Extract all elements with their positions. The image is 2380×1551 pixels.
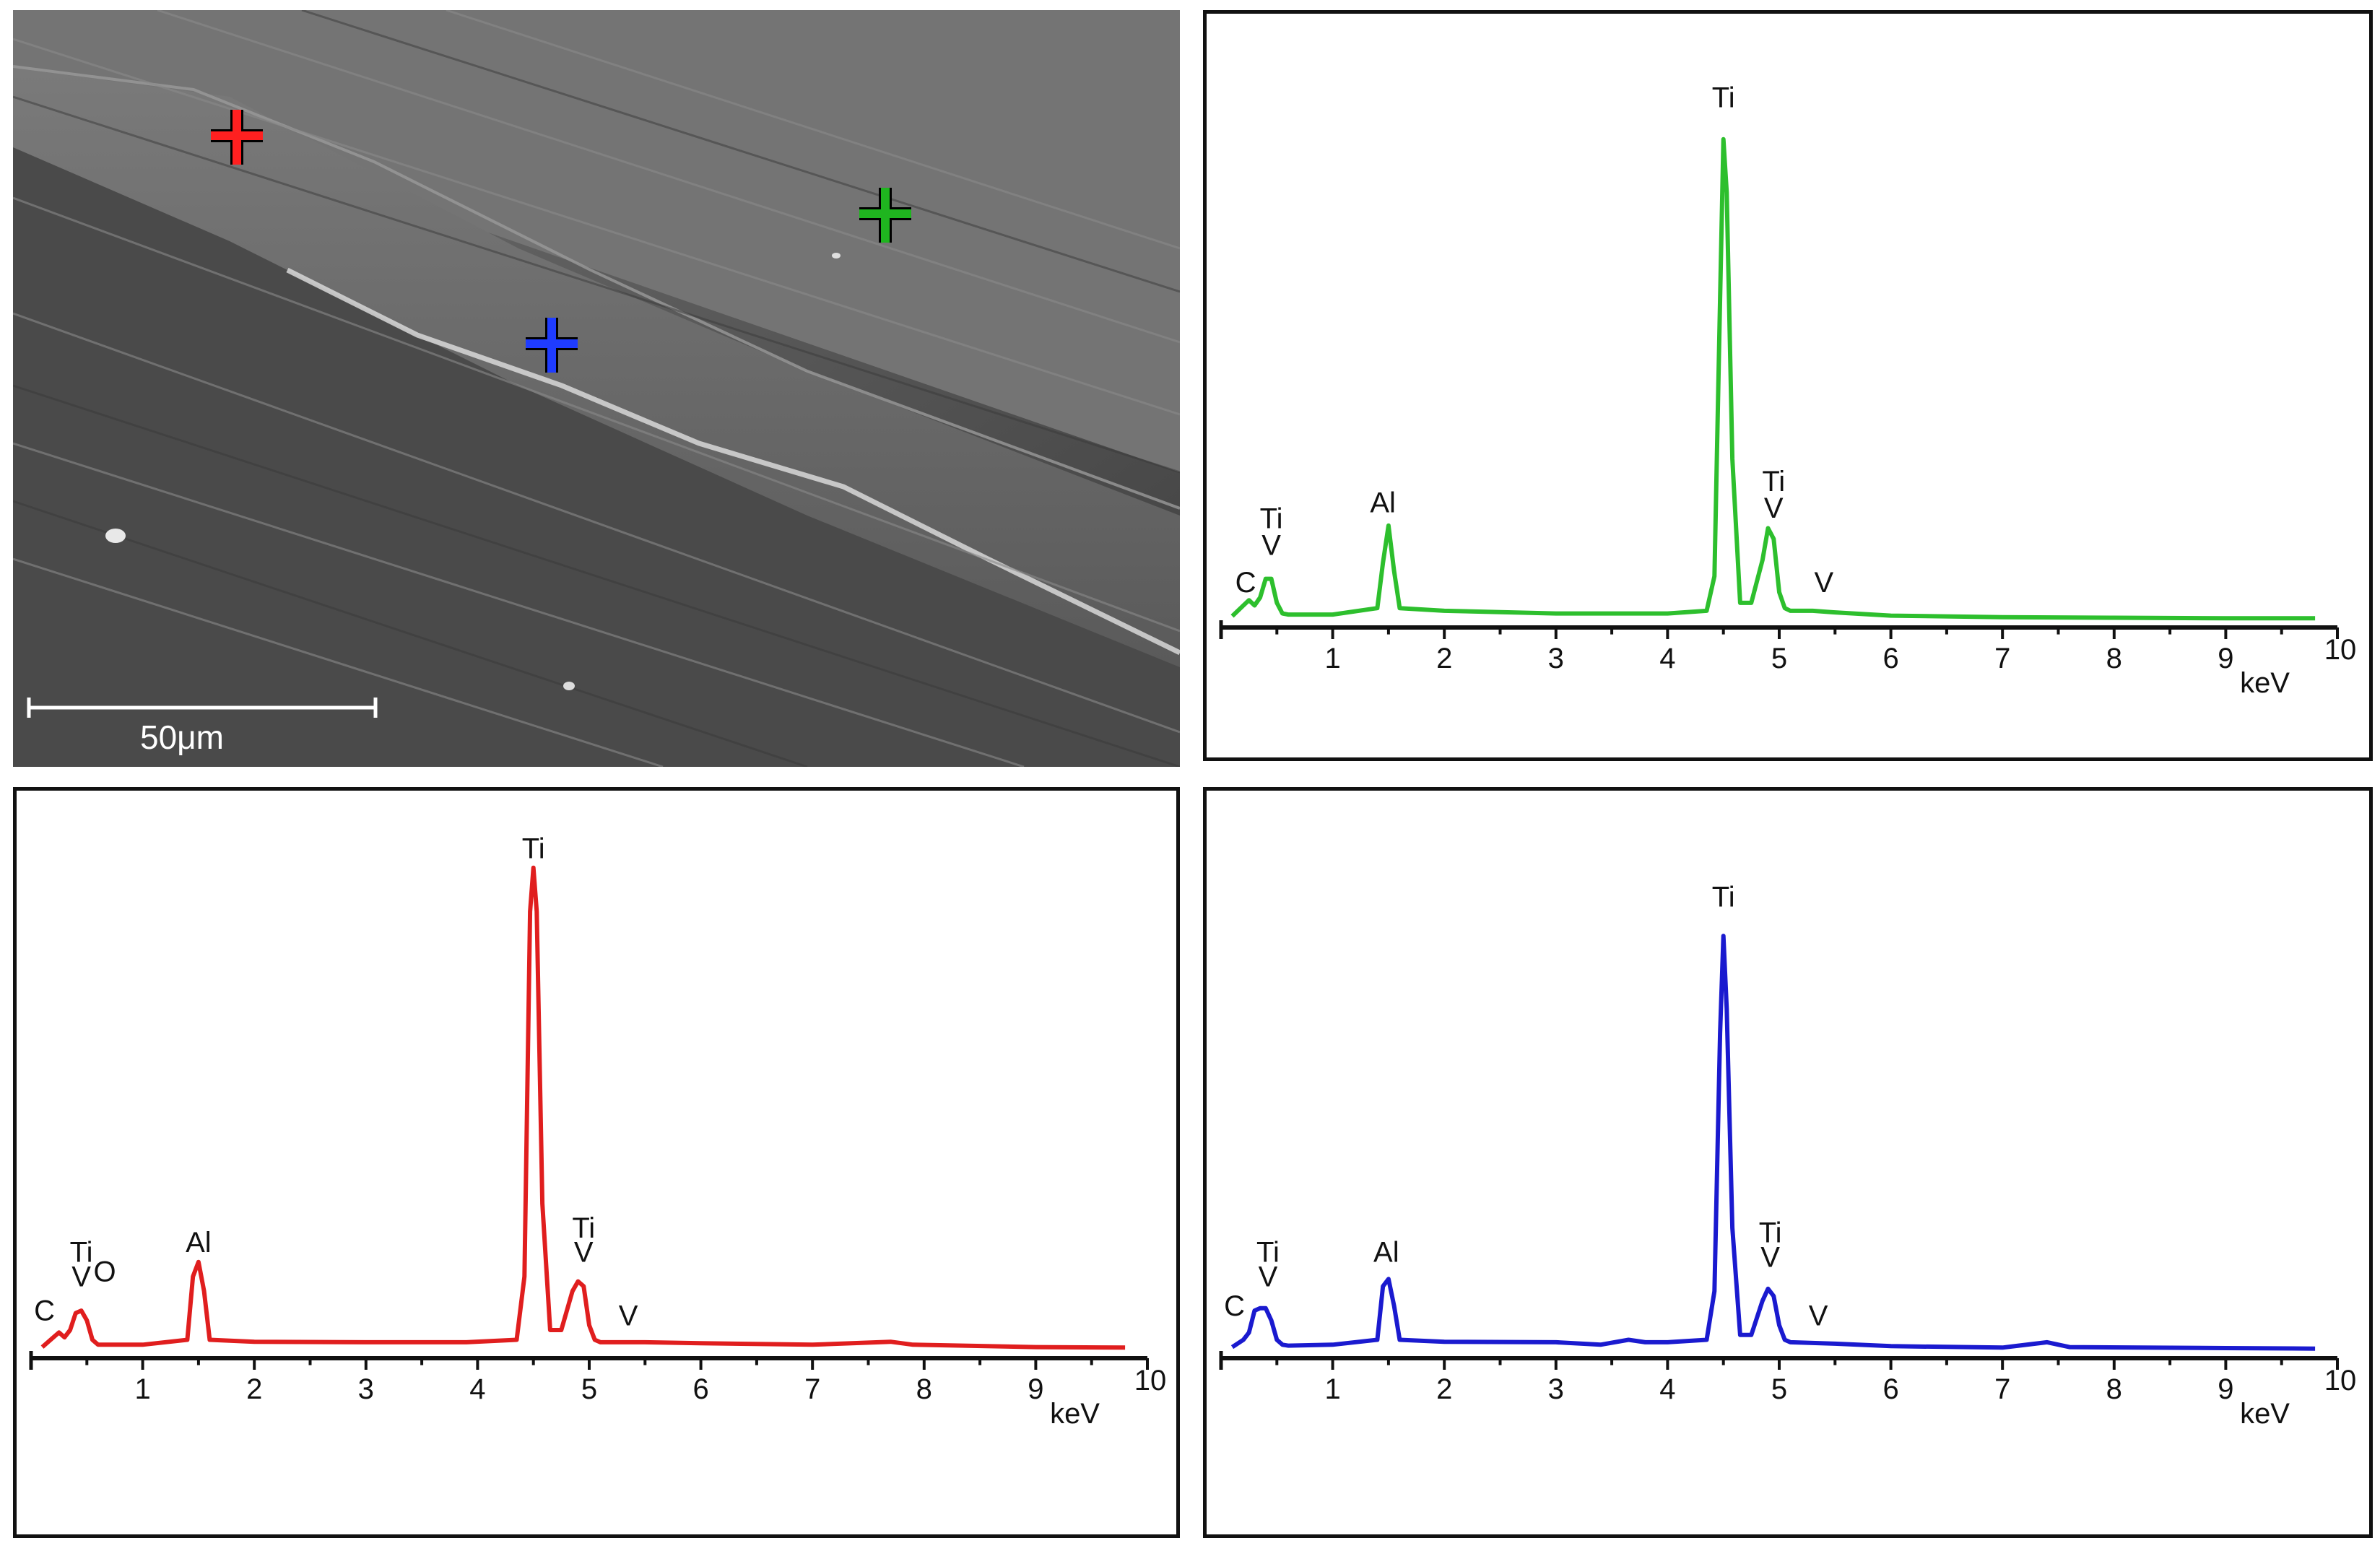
x-tick-label: 6: [692, 1373, 708, 1405]
marker-red-cross: [211, 110, 263, 165]
peak-label: Ti: [1712, 882, 1735, 913]
spectrum-line-red: [40, 865, 1126, 1350]
x-tick-label: 8: [2106, 643, 2122, 674]
peak-label: V: [1261, 529, 1281, 561]
x-tick-label: 6: [1882, 1373, 1898, 1405]
peak-label: Ti: [1256, 1237, 1280, 1269]
peak-label: Ti: [70, 1237, 93, 1269]
marker-green-cross: [859, 188, 911, 243]
sem-image: [13, 10, 1180, 767]
x-tick-label: 10: [1134, 1365, 1167, 1396]
x-tick-label: 7: [804, 1373, 820, 1405]
peak-label: Ti: [572, 1212, 595, 1244]
peak-label: Al: [186, 1227, 212, 1259]
x-tick-label: 1: [134, 1373, 150, 1405]
peak-label: V: [619, 1300, 638, 1331]
spectrum-line-blue: [1230, 934, 2316, 1351]
eds-spectrum-green: 1 2 3 4 5 6 7 8 9 10 keV C Ti V Al Ti Ti V V: [1203, 10, 2373, 761]
x-tick-label: 10: [2324, 1365, 2357, 1396]
scale-bar: [27, 698, 378, 718]
peak-label: V: [1764, 492, 1784, 524]
spectrum-line-green: [1230, 136, 2316, 621]
x-tick-label: 8: [2106, 1373, 2122, 1405]
x-tick-label: 1: [1324, 1373, 1340, 1405]
peak-label: C: [1235, 567, 1256, 599]
peak-label: C: [34, 1295, 55, 1327]
x-tick-label: 2: [1436, 643, 1452, 674]
peak-label: V: [1814, 567, 1833, 599]
x-tick-label: 3: [1548, 643, 1564, 674]
x-tick-label: 10: [2324, 634, 2357, 666]
peak-label: Ti: [1759, 1217, 1782, 1249]
peak-label: Ti: [522, 833, 545, 864]
x-tick-label: 6: [1882, 643, 1898, 674]
x-tick-label: 5: [1771, 1373, 1787, 1405]
x-tick-label: 2: [1436, 1373, 1452, 1405]
peak-label: V: [71, 1261, 91, 1292]
peak-label: Ti: [1260, 503, 1283, 535]
x-tick-label: 9: [1028, 1373, 1043, 1405]
peak-label: Ti: [1712, 82, 1735, 114]
x-axis-unit-label: keV: [2240, 1398, 2290, 1430]
scale-bar-label: 50μm: [140, 718, 224, 756]
x-tick-label: 5: [581, 1373, 597, 1405]
peak-label: Ti: [1762, 466, 1785, 498]
x-tick-label: 3: [1548, 1373, 1564, 1405]
marker-blue-cross: [526, 318, 578, 373]
peak-label: V: [1760, 1241, 1780, 1273]
x-tick-label: 4: [1659, 643, 1675, 674]
peak-label: V: [1809, 1300, 1828, 1331]
x-tick-label: 4: [1659, 1373, 1675, 1405]
x-axis-unit-label: keV: [1050, 1398, 1100, 1430]
peak-label: V: [1259, 1261, 1278, 1292]
x-tick-label: 9: [2218, 1373, 2233, 1405]
x-tick-label: 1: [1324, 643, 1340, 674]
x-tick-label: 8: [916, 1373, 932, 1405]
peak-label: V: [574, 1237, 594, 1269]
sem-micrograph: 50μm: [13, 10, 1180, 767]
x-tick-label: 2: [246, 1373, 262, 1405]
x-axis-unit-label: keV: [2240, 667, 2290, 699]
peak-label: O: [93, 1256, 116, 1288]
peak-label: Al: [1370, 487, 1396, 518]
x-tick-label: 4: [469, 1373, 485, 1405]
x-tick-label: 5: [1771, 643, 1787, 674]
peak-label: C: [1224, 1290, 1245, 1322]
x-tick-label: 7: [1994, 643, 2010, 674]
peak-label: Al: [1373, 1237, 1399, 1269]
x-tick-label: 7: [1994, 1373, 2010, 1405]
eds-spectrum-red: 1 2 3 4 5 6 7 8 9 10 keV C Ti V O Al Ti Ti V V: [13, 787, 1180, 1538]
eds-spectrum-blue: 1 2 3 4 5 6 7 8 9 10 keV C Ti V Al Ti Ti V V: [1203, 787, 2373, 1538]
x-tick-label: 9: [2218, 643, 2233, 674]
x-tick-label: 3: [358, 1373, 374, 1405]
